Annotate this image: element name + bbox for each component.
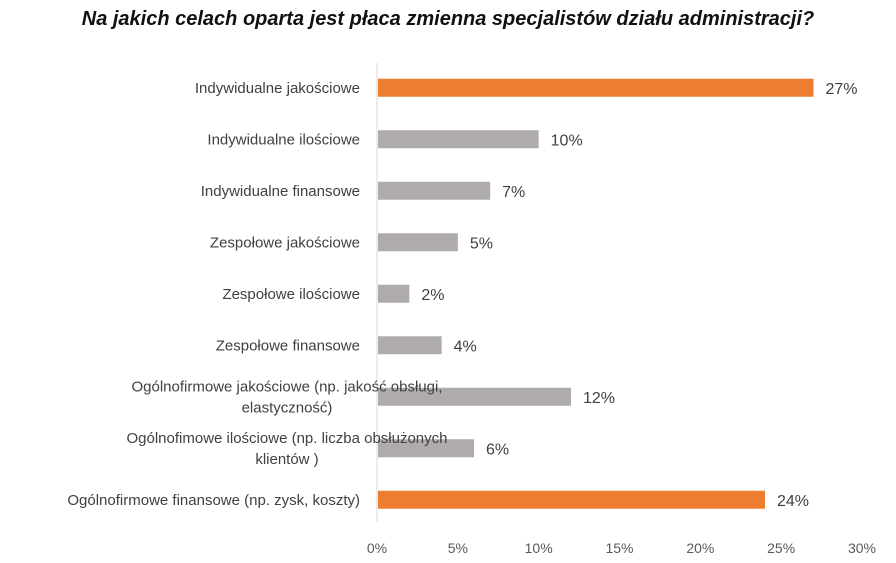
category-label: Indywidualne finansowe	[201, 183, 360, 200]
bar	[378, 439, 474, 458]
category-label: Zespołowe ilościowe	[222, 286, 360, 303]
category-label: Zespołowe jakościowe	[210, 234, 360, 251]
data-label: 7%	[502, 184, 525, 201]
category-label-line: Zespołowe jakościowe	[210, 234, 360, 251]
x-tick-label: 5%	[448, 540, 468, 556]
x-tick-label: 20%	[686, 540, 714, 556]
data-label: 5%	[470, 235, 493, 252]
bar	[378, 490, 765, 509]
data-label: 24%	[777, 493, 809, 510]
chart-title: Na jakich celach oparta jest płaca zmien…	[81, 8, 815, 30]
category-label-line: Zespołowe ilościowe	[222, 286, 360, 303]
category-label-line: Indywidualne jakościowe	[195, 80, 360, 97]
category-label: Indywidualne jakościowe	[195, 80, 360, 97]
data-label: 12%	[583, 390, 615, 407]
bar	[378, 387, 571, 406]
category-label-line: Zespołowe finansowe	[216, 337, 360, 354]
category-label-line: klientów )	[255, 451, 318, 468]
x-tick-label: 10%	[525, 540, 553, 556]
bar	[378, 130, 539, 149]
category-label: Ogólnofimowe ilościowe (np. liczba obsłu…	[127, 430, 448, 468]
category-label: Ogólnofirmowe finansowe (np. zysk, koszt…	[67, 492, 360, 509]
bar	[378, 181, 491, 200]
x-tick-label: 0%	[367, 540, 387, 556]
data-label: 10%	[551, 132, 583, 149]
data-label: 2%	[421, 287, 444, 304]
x-tick-label: 25%	[767, 540, 795, 556]
bar	[378, 284, 410, 303]
data-label: 6%	[486, 441, 509, 458]
category-label: Ogólnofirmowe jakościowe (np. jakość obs…	[132, 378, 443, 416]
category-label: Zespołowe finansowe	[216, 337, 360, 354]
category-label: Indywidualne ilościowe	[207, 131, 360, 148]
category-label-line: Ogólnofirmowe jakościowe (np. jakość obs…	[132, 378, 443, 395]
x-tick-label: 30%	[848, 540, 876, 556]
bar	[378, 233, 458, 252]
category-label-line: elastyczność)	[242, 399, 333, 416]
category-label-line: Indywidualne finansowe	[201, 183, 360, 200]
bar	[378, 336, 442, 355]
category-label-line: Ogólnofimowe ilościowe (np. liczba obsłu…	[127, 430, 448, 447]
category-label-line: Indywidualne ilościowe	[207, 131, 360, 148]
data-label: 27%	[826, 81, 858, 98]
category-label-line: Ogólnofirmowe finansowe (np. zysk, koszt…	[67, 492, 360, 509]
data-label: 4%	[454, 338, 477, 355]
x-tick-label: 15%	[605, 540, 633, 556]
bar	[378, 78, 814, 97]
